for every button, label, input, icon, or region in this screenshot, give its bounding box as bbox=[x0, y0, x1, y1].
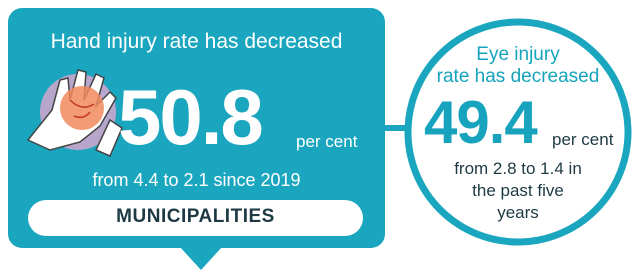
eye-title: Eye injury rate has decreased bbox=[418, 44, 618, 88]
hand-label: MUNICIPALITIES bbox=[28, 206, 363, 228]
eye-note-line: the past five bbox=[418, 180, 618, 202]
eye-title-line: rate has decreased bbox=[418, 66, 618, 88]
panel-pointer bbox=[180, 247, 222, 270]
eye-value: 49.4 bbox=[424, 92, 537, 154]
hand-unit: per cent bbox=[296, 132, 357, 152]
hand-note: from 4.4 to 2.1 since 2019 bbox=[0, 170, 393, 191]
eye-note-line: years bbox=[418, 202, 618, 224]
page: {"hand": {"title": "Hand injury rate has… bbox=[0, 0, 640, 274]
eye-title-line: Eye injury bbox=[418, 44, 618, 66]
eye-note-line: from 2.8 to 1.4 in bbox=[418, 158, 618, 180]
eye-unit: per cent bbox=[552, 130, 613, 150]
hand-title: Hand injury rate has decreased bbox=[0, 30, 393, 54]
eye-note: from 2.8 to 1.4 in the past five years bbox=[418, 158, 618, 224]
hand-value: 50.8 bbox=[118, 78, 262, 156]
